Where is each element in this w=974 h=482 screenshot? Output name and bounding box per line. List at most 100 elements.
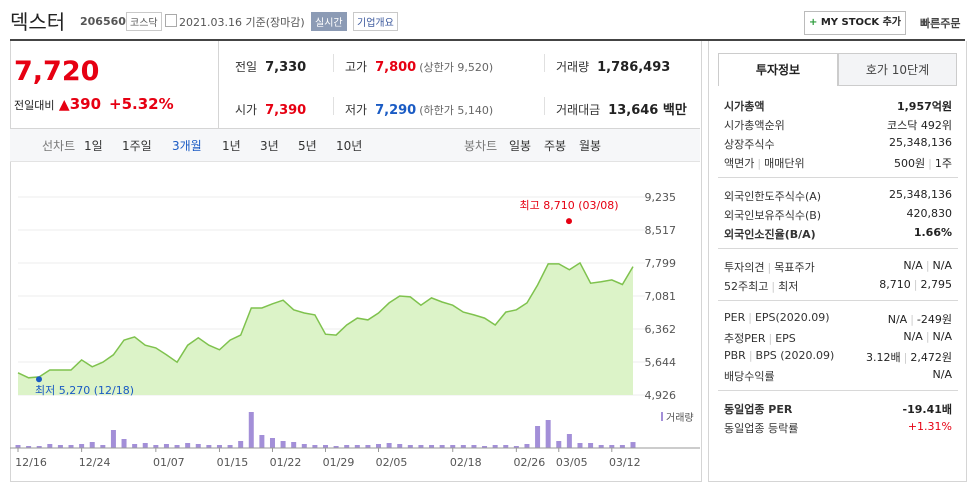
overview-button[interactable]: 기업개요 bbox=[353, 12, 398, 31]
volume-bar bbox=[376, 444, 382, 448]
annotation-label: 최고 8,710 (03/08) bbox=[519, 199, 618, 212]
divider bbox=[544, 97, 545, 115]
volume-bar bbox=[524, 444, 530, 448]
candle-tab[interactable]: 일봉 bbox=[509, 139, 532, 153]
candle-tab[interactable]: 월봉 bbox=[579, 139, 602, 153]
period-tab[interactable]: 5년 bbox=[298, 139, 317, 153]
volume-bar bbox=[619, 445, 625, 448]
volume-bar bbox=[15, 445, 21, 448]
label-part: 외국인소진율(B/A) bbox=[724, 228, 816, 241]
label-part: 매매단위 bbox=[764, 157, 805, 170]
separator: | bbox=[771, 280, 776, 293]
volume-bar bbox=[216, 445, 222, 448]
label-part: PER bbox=[724, 311, 746, 324]
period-tab[interactable]: 1일 bbox=[84, 139, 103, 153]
value-part: -249원 bbox=[916, 313, 952, 326]
stat-cell: 거래대금 13,646 백만 bbox=[556, 99, 687, 118]
info-label: 동일업종 PER bbox=[724, 401, 792, 417]
x-tick-label: 01/07 bbox=[153, 456, 185, 469]
period-tab[interactable]: 3년 bbox=[260, 139, 279, 153]
period-tab[interactable]: 1주일 bbox=[122, 139, 152, 153]
stat-value: 7,800 bbox=[375, 60, 417, 75]
volume-bar bbox=[556, 441, 562, 448]
stat-label: 거래대금 bbox=[556, 103, 601, 117]
volume-bar bbox=[26, 446, 32, 448]
x-tick-label: 02/18 bbox=[450, 456, 482, 469]
stat-cell: 저가 7,290 (하한가 5,140) bbox=[345, 99, 493, 118]
stat-value: 7,330 bbox=[265, 60, 307, 75]
volume-bar bbox=[259, 435, 265, 448]
separator: | bbox=[925, 259, 930, 272]
volume-bar bbox=[482, 446, 488, 448]
info-label: 추정PER | EPS bbox=[724, 330, 796, 346]
stat-label: 고가 bbox=[345, 60, 368, 74]
label-part: 목표주가 bbox=[774, 261, 815, 274]
divider bbox=[218, 41, 219, 128]
stat-value: 13,646 백만 bbox=[608, 103, 687, 118]
volume-legend: 거래량 bbox=[666, 412, 694, 424]
x-tick-label: 03/12 bbox=[609, 456, 641, 469]
label-part: BPS (2020.09) bbox=[755, 349, 835, 362]
separator: | bbox=[748, 349, 753, 362]
my-stock-button[interactable]: + MY STOCK 추가 bbox=[804, 11, 906, 35]
change: 390 bbox=[69, 95, 102, 113]
volume-bar bbox=[439, 445, 445, 448]
volume-bar bbox=[630, 442, 636, 448]
price-line bbox=[17, 261, 634, 379]
volume-bar bbox=[100, 445, 106, 448]
y-tick-label: 5,644 bbox=[645, 356, 677, 369]
label-part: 투자의견 bbox=[724, 261, 765, 274]
change-rate: +5.32% bbox=[109, 95, 174, 113]
candle-tab[interactable]: 주봉 bbox=[544, 139, 567, 153]
label-part: 배당수익률 bbox=[724, 370, 775, 383]
volume-bar bbox=[312, 445, 318, 448]
volume-bar bbox=[110, 430, 116, 448]
value-part: 2,795 bbox=[920, 278, 953, 291]
volume-bar bbox=[36, 446, 42, 448]
info-label: PBR | BPS (2020.09) bbox=[724, 349, 834, 362]
separator: | bbox=[757, 157, 762, 170]
separator: | bbox=[767, 261, 772, 274]
value-part: +1.31% bbox=[907, 420, 952, 433]
info-value: 8,710 | 2,795 bbox=[879, 278, 952, 291]
period-tab[interactable]: 3개월 bbox=[172, 139, 202, 153]
change-label: 전일대비 bbox=[14, 99, 55, 112]
market-badge: 코스닥 bbox=[126, 12, 162, 31]
volume-bar bbox=[174, 445, 180, 448]
stat-cell: 거래량 1,786,493 bbox=[556, 56, 670, 75]
volume-bar bbox=[227, 445, 233, 448]
info-value: N/A bbox=[933, 368, 952, 381]
change-line: 전일대비 ▲390 +5.32% bbox=[14, 95, 174, 113]
info-row: 동일업종 PER -19.41배 bbox=[724, 399, 952, 418]
y-tick-label: 9,235 bbox=[645, 191, 677, 204]
period-tab[interactable]: 1년 bbox=[222, 139, 241, 153]
value-part: N/A bbox=[932, 368, 952, 381]
info-tab[interactable]: 투자정보 bbox=[718, 53, 838, 86]
label-part: 외국인한도주식수(A) bbox=[724, 190, 822, 203]
value-part: N/A bbox=[903, 259, 923, 272]
volume-bar bbox=[333, 446, 339, 448]
stat-label: 거래량 bbox=[556, 60, 590, 74]
info-row: PBR | BPS (2020.09) 3.12배 | 2,472원 bbox=[724, 347, 952, 366]
info-label: 액면가 | 매매단위 bbox=[724, 155, 805, 171]
my-stock-label: MY STOCK 추가 bbox=[820, 17, 902, 28]
period-tab[interactable]: 10년 bbox=[336, 139, 363, 153]
info-tab[interactable]: 호가 10단계 bbox=[838, 53, 957, 86]
value-part: 500원 bbox=[894, 157, 926, 170]
volume-bar bbox=[89, 442, 95, 448]
volume-bar bbox=[545, 420, 551, 448]
value-part: 420,830 bbox=[906, 207, 953, 220]
volume-bar bbox=[206, 445, 212, 448]
info-value: 25,348,136 bbox=[889, 188, 952, 201]
separator: | bbox=[903, 351, 908, 364]
quick-order[interactable]: 빠른주문 bbox=[920, 17, 961, 30]
divider bbox=[333, 54, 334, 72]
value-part: -19.41배 bbox=[902, 403, 952, 416]
label-part: 시가총액순위 bbox=[724, 119, 785, 132]
volume-bar bbox=[407, 445, 413, 448]
info-label: 외국인한도주식수(A) bbox=[724, 188, 821, 204]
y-tick-label: 6,362 bbox=[645, 323, 677, 336]
volume-bar bbox=[566, 434, 572, 448]
y-tick-label: 8,517 bbox=[645, 224, 677, 237]
